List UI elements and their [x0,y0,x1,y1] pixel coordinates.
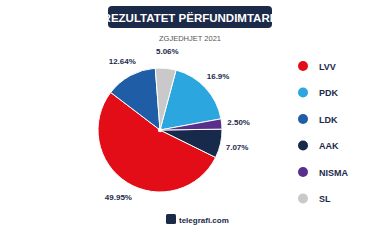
center-dot [158,128,162,132]
legend-label: PDK [319,88,339,98]
title: REZULTATET PËRFUNDIMTARE [103,12,278,24]
source: telegrafi.com [179,216,229,225]
legend-swatch [298,141,308,151]
pie-slice [160,129,222,157]
legend-swatch [298,114,308,124]
footer: telegrafi.com [166,214,229,225]
legend-label: NISMA [319,168,349,178]
legend-label: LDK [319,115,338,125]
legend-label: LVV [319,62,336,72]
pie [98,68,222,192]
legend-swatch [298,167,308,177]
subtitle: ZGJEDHJET 2021 [159,34,221,43]
data-label: 16.9% [207,72,230,81]
legend-item: AAK [298,141,339,152]
legend-item: PDK [298,88,339,99]
legend-swatch [298,61,308,71]
data-label: 49.95% [105,193,132,202]
legend-swatch [298,88,308,98]
data-label: 7.07% [226,143,249,152]
legend-item: LVV [298,61,336,72]
legend-label: SL [319,194,331,204]
chart: REZULTATET PËRFUNDIMTARE ZGJEDHJET 2021 49… [0,0,380,233]
legend: LVV PDK LDK AAK NISMA SL [298,61,349,204]
logo-icon [166,214,176,224]
data-label: 12.64% [109,57,136,66]
legend-item: NISMA [298,167,349,178]
pie-slice [111,68,160,130]
pie-slice [155,68,176,130]
legend-swatch [298,194,308,204]
legend-label: AAK [319,141,339,151]
legend-item: SL [298,194,331,205]
data-label: 2.50% [227,118,250,127]
data-label: 5.06% [156,47,179,56]
title-banner: REZULTATET PËRFUNDIMTARE [103,6,278,28]
legend-item: LDK [298,114,338,125]
pie-slice [160,119,222,130]
data-labels: 49.95% 16.9% 12.64% 7.07% 2.50% 5.06% [105,47,250,202]
